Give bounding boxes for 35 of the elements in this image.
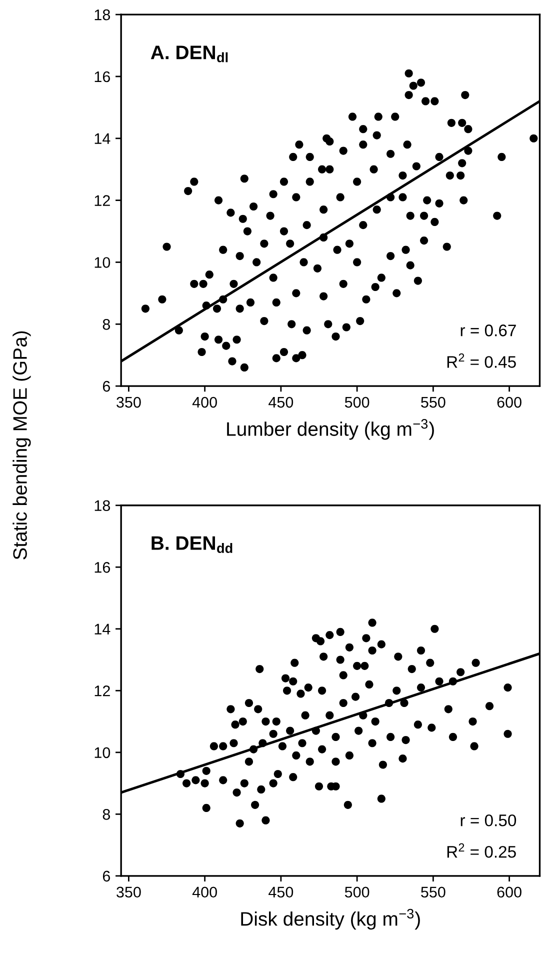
y-tick-label: 12	[94, 195, 110, 206]
x-tick-label: 600	[497, 886, 522, 898]
x-tick-label: 450	[268, 886, 294, 898]
x-tick-label: 550	[421, 886, 446, 898]
y-tick-label: 16	[94, 71, 110, 82]
text: A. DEN$_{dl}$	[150, 46, 228, 62]
x-tick-label: 400	[192, 396, 217, 408]
y-tick-label: 18	[94, 500, 110, 512]
y-tick-label: 18	[94, 9, 110, 20]
y-tick-label: 6	[102, 380, 110, 392]
x-tick-label: 450	[268, 396, 294, 408]
y-tick-label: 14	[94, 624, 110, 634]
x-axis-title: Disk density (kg m$^{−3}$)	[241, 908, 420, 930]
annotation: r = 0.67	[460, 324, 516, 336]
x-tick-label: 400	[192, 886, 217, 898]
y-tick-label: 10	[94, 257, 110, 268]
annotation: r = 0.50	[460, 814, 516, 826]
x-tick-label: 550	[421, 396, 446, 408]
y-tick-label: 14	[94, 133, 110, 144]
y-tick-label: 8	[102, 809, 110, 820]
x-tick-label: 600	[497, 396, 522, 408]
y-axis-title: Static bending MOE (GPa)	[12, 331, 31, 560]
text: B. DEN$_{dd}$	[152, 536, 232, 554]
y-tick-label: 6	[102, 870, 110, 882]
annotation: R$^{2}$ = 0.25	[447, 843, 516, 858]
y-tick-label: 8	[102, 319, 110, 330]
annotation: R$^{2}$ = 0.45	[447, 353, 516, 368]
y-tick-label: 16	[94, 562, 110, 573]
x-axis-title: Lumber density (kg m$^{−3}$)	[227, 419, 434, 440]
x-tick-label: 350	[116, 396, 141, 408]
x-tick-label: 500	[344, 396, 370, 408]
y-tick-label: 10	[94, 747, 110, 758]
x-tick-label: 350	[116, 886, 141, 898]
y-tick-label: 12	[94, 686, 110, 696]
x-tick-label: 500	[344, 886, 370, 898]
